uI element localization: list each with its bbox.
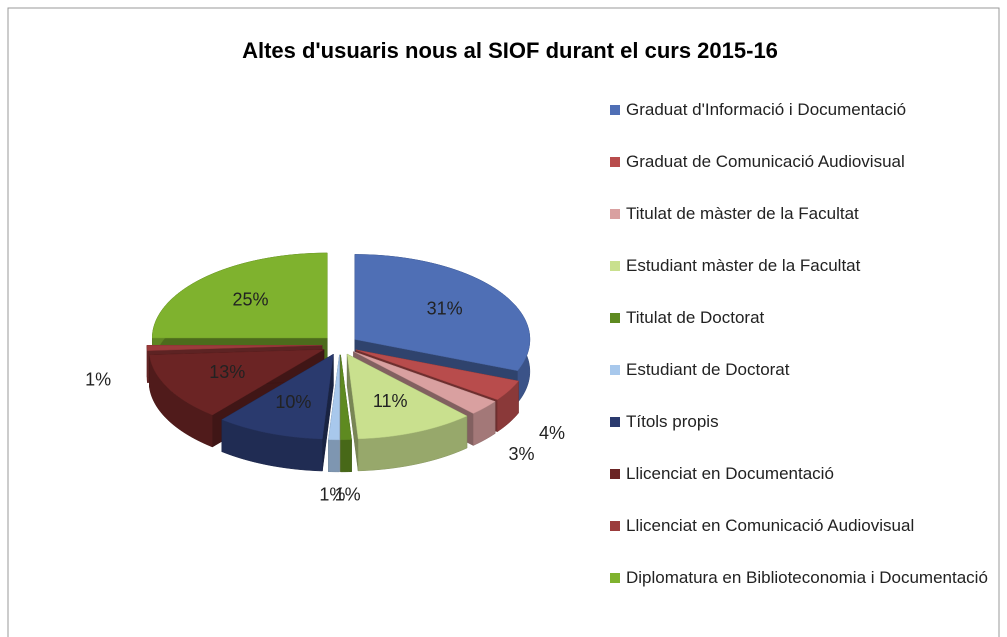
legend-label: Diplomatura en Biblioteconomia i Documen… bbox=[626, 568, 988, 587]
slice-top bbox=[346, 353, 468, 440]
slice bbox=[221, 353, 334, 472]
legend-swatch bbox=[610, 469, 620, 479]
slice bbox=[340, 354, 352, 473]
legend-item: Titulat de màster de la Facultat bbox=[610, 204, 995, 256]
legend-label: Graduat de Comunicació Audiovisual bbox=[626, 152, 905, 171]
legend-item: Graduat d'Informació i Documentació bbox=[610, 100, 995, 152]
value-label: 25% bbox=[233, 289, 269, 309]
slice-top bbox=[355, 349, 519, 401]
chart-frame bbox=[7, 7, 1000, 637]
legend-label: Llicenciat en Documentació bbox=[626, 464, 834, 483]
legend-label: Estudiant màster de la Facultat bbox=[626, 256, 861, 275]
legend-item: Titulat de Doctorat bbox=[610, 308, 995, 360]
legend-swatch bbox=[610, 157, 620, 167]
legend-label: Titulat de Doctorat bbox=[626, 308, 765, 327]
slice bbox=[346, 353, 468, 472]
legend-label: Graduat d'Informació i Documentació bbox=[626, 100, 907, 119]
slice-top bbox=[353, 351, 496, 414]
value-label: 13% bbox=[209, 362, 245, 382]
legend-item: Títols propis bbox=[610, 412, 995, 464]
slice-wall bbox=[328, 439, 340, 473]
legend-item: Llicenciat en Comunicació Audiovisual bbox=[610, 516, 995, 568]
legend-item: Graduat de Comunicació Audiovisual bbox=[610, 152, 995, 204]
value-label: 1% bbox=[85, 369, 111, 389]
legend: Graduat d'Informació i Documentació Gradu… bbox=[610, 100, 995, 620]
legend-swatch bbox=[610, 261, 620, 271]
value-label: 31% bbox=[427, 299, 463, 319]
slice-top bbox=[152, 252, 328, 339]
slice-top bbox=[340, 354, 352, 441]
legend-label: Estudiant de Doctorat bbox=[626, 360, 790, 379]
legend-label: Titulat de màster de la Facultat bbox=[626, 204, 859, 223]
legend-swatch bbox=[610, 209, 620, 219]
legend-item: Llicenciat en Documentació bbox=[610, 464, 995, 516]
legend-swatch bbox=[610, 313, 620, 323]
legend-label: Títols propis bbox=[626, 412, 719, 431]
legend-swatch bbox=[610, 573, 620, 583]
slice-top bbox=[146, 345, 323, 351]
slice-top bbox=[354, 254, 531, 372]
legend-swatch bbox=[610, 417, 620, 427]
legend-swatch bbox=[610, 365, 620, 375]
legend-item: Estudiant màster de la Facultat bbox=[610, 256, 995, 308]
legend-item: Diplomatura en Biblioteconomia i Documen… bbox=[610, 568, 995, 620]
value-label: 1% bbox=[319, 484, 345, 504]
value-label: 1% bbox=[335, 484, 361, 504]
value-label: 10% bbox=[275, 392, 311, 412]
slice bbox=[328, 354, 340, 473]
chart-title: Altes d'usuaris nous al SIOF durant el c… bbox=[242, 38, 778, 63]
legend-item: Estudiant de Doctorat bbox=[610, 360, 995, 412]
slice-wall bbox=[340, 439, 352, 473]
slice-top bbox=[328, 354, 340, 441]
slice-top bbox=[149, 349, 325, 416]
legend-swatch bbox=[610, 105, 620, 115]
legend-label: Llicenciat en Comunicació Audiovisual bbox=[626, 516, 915, 535]
legend-swatch bbox=[610, 521, 620, 531]
value-label: 4% bbox=[539, 423, 565, 443]
value-label: 3% bbox=[509, 444, 535, 464]
slice-top bbox=[221, 353, 334, 440]
value-label: 11% bbox=[373, 391, 408, 411]
